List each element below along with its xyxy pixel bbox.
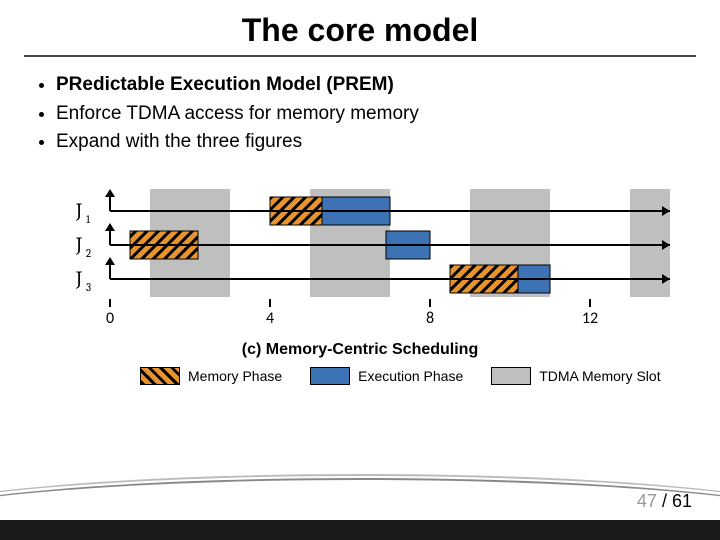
svg-text:8: 8 <box>426 309 434 328</box>
bullet-item: Enforce TDMA access for memory memory <box>56 100 686 129</box>
page-current: 47 <box>637 491 657 511</box>
svg-text:J: J <box>75 199 82 222</box>
legend-label: Execution Phase <box>358 368 463 384</box>
svg-text:0: 0 <box>106 309 114 328</box>
bullet-item: Expand with the three figures <box>56 128 686 157</box>
slide-title: The core model <box>0 0 720 55</box>
svg-text:J: J <box>75 267 82 290</box>
legend-swatch-memory <box>140 367 180 385</box>
bullet-item: PRedictable Execution Model (PREM) <box>56 71 686 100</box>
svg-text:J: J <box>75 233 82 256</box>
title-rule <box>24 55 696 57</box>
page-total: 61 <box>672 491 692 511</box>
legend-label: TDMA Memory Slot <box>539 368 660 384</box>
slide-footer: 47 / 61 <box>0 484 720 540</box>
legend-item-memory: Memory Phase <box>140 367 282 385</box>
svg-text:12: 12 <box>582 309 598 328</box>
bullet-list: PRedictable Execution Model (PREM) Enfor… <box>0 71 720 157</box>
svg-text:1: 1 <box>86 213 91 226</box>
svg-text:4: 4 <box>266 309 274 328</box>
chart-caption: (c) Memory-Centric Scheduling <box>50 341 670 359</box>
legend-swatch-exec <box>310 367 350 385</box>
timeline-svg: J1J2J304812 <box>50 179 670 339</box>
footer-band <box>0 520 720 540</box>
svg-text:2: 2 <box>86 247 91 260</box>
timeline-chart: J1J2J304812 (c) Memory-Centric Schedulin… <box>50 179 670 379</box>
page-sep: / <box>657 491 672 511</box>
legend-item-tdma: TDMA Memory Slot <box>491 367 660 385</box>
legend-swatch-tdma <box>491 367 531 385</box>
svg-text:3: 3 <box>86 281 91 294</box>
legend-label: Memory Phase <box>188 368 282 384</box>
legend: Memory Phase Execution Phase TDMA Memory… <box>50 367 670 385</box>
legend-item-exec: Execution Phase <box>310 367 463 385</box>
page-number: 47 / 61 <box>637 491 692 512</box>
